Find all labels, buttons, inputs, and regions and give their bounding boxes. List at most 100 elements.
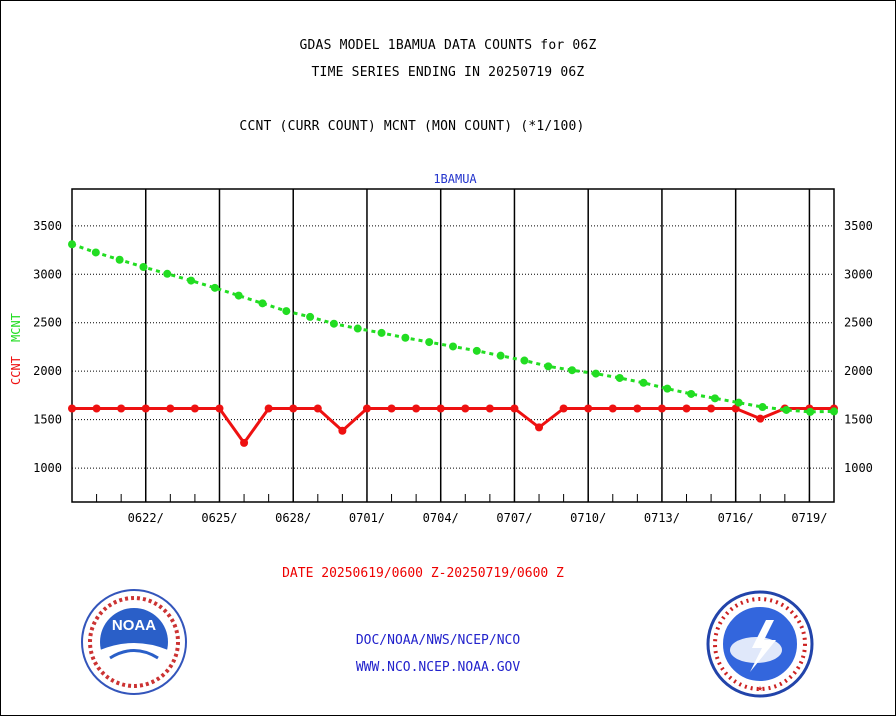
- data-point-ccnt: [682, 404, 691, 413]
- data-point-mcnt: [734, 398, 743, 407]
- data-point-ccnt: [707, 404, 716, 413]
- series-line-mcnt: [71, 242, 835, 414]
- data-point-mcnt: [210, 283, 219, 292]
- noaa-logo-text: NOAA: [112, 617, 156, 634]
- y-axis-label-ccnt: CCNT: [9, 356, 23, 385]
- x-tick-label: 0710/: [570, 511, 606, 525]
- y-tick-label-left: 1500: [33, 413, 62, 427]
- data-point-mcnt: [687, 389, 696, 398]
- data-point-mcnt: [663, 384, 672, 393]
- y-axis-label-mcnt: MCNT: [9, 313, 23, 342]
- data-point-mcnt: [377, 328, 386, 337]
- date-range-label: DATE 20250619/0600 Z-20250719/0600 Z: [282, 566, 564, 581]
- data-point-ccnt: [412, 404, 421, 413]
- x-tick-label: 0628/: [275, 511, 311, 525]
- data-point-mcnt: [639, 378, 648, 387]
- data-point-mcnt: [234, 291, 243, 300]
- data-point-mcnt: [782, 405, 791, 414]
- data-point-mcnt: [401, 333, 410, 342]
- x-tick-label: 0713/: [644, 511, 680, 525]
- chart-title: 1BAMUA: [433, 172, 477, 186]
- data-point-mcnt: [806, 407, 815, 416]
- data-point-ccnt: [141, 404, 150, 413]
- data-point-mcnt: [758, 403, 767, 412]
- series-line-ccnt: [72, 406, 834, 446]
- data-point-ccnt: [584, 404, 593, 413]
- data-point-ccnt: [510, 404, 519, 413]
- y-tick-label-right: 1500: [844, 413, 873, 427]
- data-point-mcnt: [496, 351, 505, 360]
- footer-url[interactable]: WWW.NCO.NCEP.NOAA.GOV: [355, 660, 521, 675]
- data-point-mcnt: [91, 248, 100, 257]
- data-point-ccnt: [559, 404, 568, 413]
- data-point-mcnt: [425, 338, 434, 347]
- data-point-mcnt: [353, 324, 362, 333]
- y-tick-label-left: 3500: [33, 219, 62, 233]
- data-point-ccnt: [190, 404, 199, 413]
- data-point-ccnt: [240, 438, 249, 447]
- data-point-ccnt: [485, 404, 494, 413]
- nws-logo: ★: [706, 590, 814, 698]
- header-subtitle: TIME SERIES ENDING IN 20250719 06Z: [311, 65, 585, 80]
- y-tick-label-left: 1000: [33, 461, 62, 475]
- data-point-mcnt: [568, 366, 577, 375]
- data-point-ccnt: [362, 404, 371, 413]
- plot-area: [71, 188, 835, 503]
- data-point-ccnt: [436, 404, 445, 413]
- data-point-ccnt: [387, 404, 396, 413]
- x-tick-label: 0625/: [201, 511, 237, 525]
- y-tick-label-left: 3000: [33, 267, 62, 281]
- data-point-ccnt: [264, 404, 273, 413]
- data-point-mcnt: [282, 307, 291, 316]
- nws-star-icon: ★: [757, 683, 763, 694]
- data-point-mcnt: [329, 319, 338, 328]
- data-point-ccnt: [633, 404, 642, 413]
- data-point-ccnt: [461, 404, 470, 413]
- data-point-mcnt: [544, 362, 553, 371]
- y-tick-label-right: 2000: [844, 364, 873, 378]
- data-point-mcnt: [115, 255, 124, 264]
- header-title: GDAS MODEL 1BAMUA DATA COUNTS for 06Z: [299, 38, 597, 53]
- data-point-ccnt: [68, 404, 76, 413]
- data-point-ccnt: [92, 404, 101, 413]
- x-tick-label: 0707/: [496, 511, 532, 525]
- y-tick-label-right: 3500: [844, 219, 873, 233]
- data-point-ccnt: [657, 404, 666, 413]
- data-point-mcnt: [449, 342, 457, 351]
- data-point-ccnt: [313, 404, 322, 413]
- noaa-logo: NOAA: [81, 589, 187, 695]
- x-tick-label: 0701/: [349, 511, 385, 525]
- data-point-ccnt: [338, 426, 347, 435]
- data-point-ccnt: [535, 423, 544, 432]
- data-point-mcnt: [615, 373, 624, 382]
- data-point-mcnt: [591, 369, 600, 378]
- data-point-mcnt: [520, 356, 529, 365]
- x-tick-label: 0719/: [791, 511, 827, 525]
- y-tick-label-right: 2500: [844, 316, 873, 330]
- x-tick-label: 0622/: [128, 511, 164, 525]
- data-point-mcnt: [258, 299, 267, 308]
- y-tick-label-left: 2000: [33, 364, 62, 378]
- data-point-mcnt: [710, 394, 719, 403]
- data-point-ccnt: [289, 404, 298, 413]
- data-point-mcnt: [830, 407, 838, 416]
- x-tick-label: 0716/: [718, 511, 754, 525]
- data-point-mcnt: [472, 346, 481, 355]
- y-tick-label-right: 3000: [844, 267, 873, 281]
- data-point-mcnt: [139, 263, 148, 272]
- data-point-ccnt: [117, 404, 126, 413]
- y-tick-label-left: 2500: [33, 316, 62, 330]
- data-point-mcnt: [306, 312, 315, 321]
- data-point-mcnt: [163, 269, 172, 278]
- x-tick-label: 0704/: [423, 511, 459, 525]
- data-point-mcnt: [68, 240, 76, 249]
- data-point-ccnt: [756, 414, 765, 423]
- footer-org[interactable]: DOC/NOAA/NWS/NCEP/NCO: [355, 633, 521, 648]
- header-legend-line: CCNT (CURR COUNT) MCNT (MON COUNT) (*1/1…: [239, 119, 585, 134]
- data-point-ccnt: [166, 404, 175, 413]
- y-tick-label-right: 1000: [844, 461, 873, 475]
- data-point-ccnt: [215, 404, 224, 413]
- data-point-mcnt: [187, 276, 196, 285]
- data-point-ccnt: [608, 404, 617, 413]
